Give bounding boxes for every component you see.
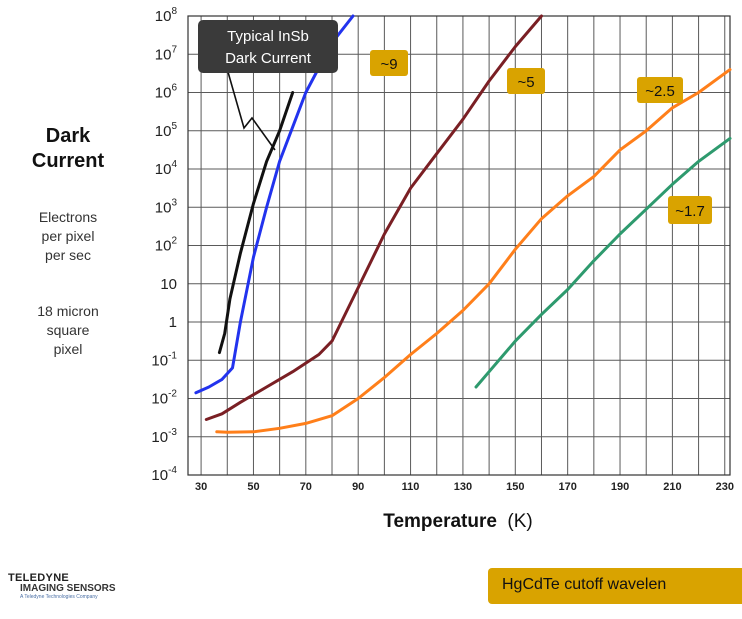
cutoff-label-1-7-text: ~1.7 (675, 203, 705, 220)
y-tick-label: 108 (155, 6, 178, 25)
series-line-1 (217, 91, 295, 355)
x-tick-labels: 30 50 70 90 110 130 150 170 190 210 230 (195, 481, 734, 493)
x-tick-label: 70 (300, 481, 312, 493)
plot-frame (187, 15, 731, 476)
y-tick-label: 105 (155, 121, 178, 140)
x-tick-label: 110 (402, 481, 420, 493)
y-tick-label: 10-1 (151, 350, 177, 369)
teledyne-logo: TELEDYNE IMAGING SENSORS A Teledyne Tech… (8, 572, 116, 600)
cutoff-label-9: ~9 (370, 50, 408, 76)
x-tick-label: 150 (506, 481, 524, 493)
cutoff-label-5-box (507, 68, 545, 94)
x-tick-label: 190 (611, 481, 629, 493)
y-tick-label: 104 (155, 159, 178, 178)
pixel-size-note-line1: 18 micron (37, 303, 99, 319)
cutoff-label-2-5-box (637, 77, 683, 103)
x-tick-label: 130 (454, 481, 472, 493)
pixel-size-note-line3: pixel (53, 341, 83, 357)
logo-line2: IMAGING SENSORS (20, 583, 116, 594)
cutoff-label-2-5-text: ~2.5 (645, 83, 675, 100)
pixel-size-note: 18 micron square pixel (18, 302, 118, 359)
y-axis-units-line3: per sec (45, 247, 91, 263)
y-tick-label: 10-3 (151, 427, 177, 446)
x-axis-label-main: Temperature (383, 511, 497, 532)
y-tick-label: 10-2 (151, 389, 177, 408)
logo-line1: TELEDYNE (8, 572, 70, 584)
y-tick-label: 106 (155, 83, 178, 102)
cutoff-label-5: ~5 (507, 68, 545, 94)
logo-line3: A Teledyne Technologies Company (20, 594, 98, 600)
y-tick-label: 102 (155, 236, 178, 255)
cutoff-wavelength-legend: HgCdTe cutoff wavelen (488, 568, 742, 604)
cutoff-label-9-text: ~9 (380, 56, 397, 73)
insb-callout: Typical InSb Dark Current (198, 20, 338, 151)
series-line-3 (204, 14, 543, 421)
insb-callout-pointer (227, 71, 276, 151)
y-tick-labels: 10-4 10-3 10-2 10-1 1 10 102 103 104 105 106 107 108 (151, 6, 177, 484)
x-tick-label: 90 (352, 481, 364, 493)
cutoff-label-1-7: ~1.7 (668, 196, 712, 224)
cutoff-label-9-box (370, 50, 408, 76)
x-tick-label: 170 (558, 481, 576, 493)
x-tick-label: 230 (716, 481, 734, 493)
y-tick-label: 10-4 (151, 465, 177, 484)
y-tick-label: 107 (155, 44, 178, 63)
y-axis-title: Dark Current (18, 124, 118, 174)
cutoff-label-1-7-box (668, 196, 712, 224)
x-tick-label: 210 (663, 481, 681, 493)
y-tick-label: 103 (155, 197, 178, 216)
cutoff-label-2-5: ~2.5 (637, 77, 683, 103)
y-axis-title-line1: Dark (45, 125, 91, 147)
series-lines (194, 14, 732, 434)
pixel-size-note-line2: square (46, 322, 90, 338)
cutoff-label-5-text: ~5 (517, 74, 534, 91)
insb-callout-line2: Dark Current (225, 50, 312, 67)
y-tick-label: 1 (169, 314, 177, 331)
y-axis-units-line2: per pixel (41, 228, 95, 244)
x-tick-label: 30 (195, 481, 207, 493)
y-axis-units-line1: Electrons (38, 209, 98, 225)
x-axis-label-unit: (K) (507, 511, 532, 532)
insb-callout-box (198, 20, 338, 73)
series-line-2 (194, 14, 355, 395)
insb-callout-line1: Typical InSb (227, 28, 309, 45)
x-tick-label: 50 (247, 481, 259, 493)
x-axis-label: Temperature (K) (383, 511, 532, 532)
y-axis-title-line2: Current (31, 150, 105, 172)
y-tick-label: 10 (160, 276, 177, 293)
series-line-4 (215, 68, 732, 434)
series-line-5 (474, 136, 732, 389)
y-axis-units: Electrons per pixel per sec (18, 208, 118, 265)
cutoff-wavelength-legend-text: HgCdTe cutoff wavelen (502, 576, 667, 593)
